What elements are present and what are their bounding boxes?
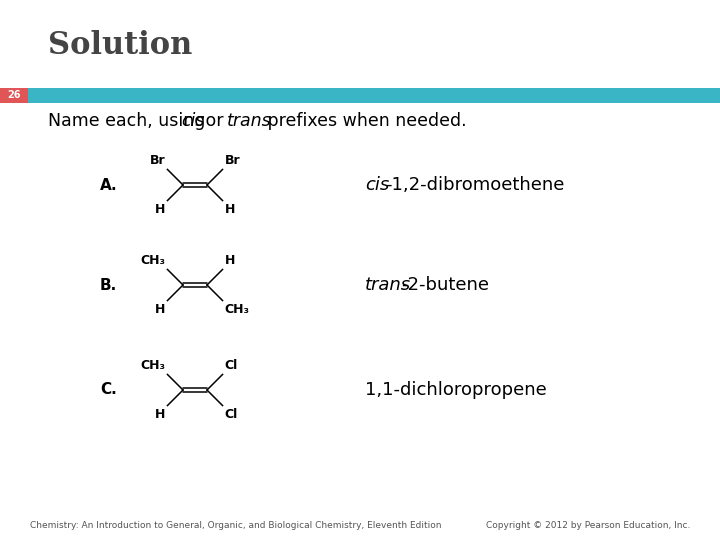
Text: or: or [200, 112, 229, 130]
Text: Copyright © 2012 by Pearson Education, Inc.: Copyright © 2012 by Pearson Education, I… [485, 521, 690, 530]
Text: prefixes when needed.: prefixes when needed. [262, 112, 467, 130]
Text: H: H [155, 302, 166, 315]
Text: Br: Br [225, 154, 240, 167]
Text: Solution: Solution [48, 30, 192, 61]
Text: Cl: Cl [225, 408, 238, 421]
Text: -1,2-dibromoethene: -1,2-dibromoethene [385, 176, 564, 194]
Text: CH₃: CH₃ [140, 360, 166, 373]
Text: H: H [155, 408, 166, 421]
Text: H: H [155, 202, 166, 215]
Text: C.: C. [100, 382, 117, 397]
Text: 26: 26 [7, 91, 21, 100]
Text: trans: trans [365, 276, 411, 294]
Text: CH₃: CH₃ [140, 254, 166, 267]
Text: H: H [225, 254, 235, 267]
Text: trans: trans [227, 112, 271, 130]
Text: cis: cis [365, 176, 390, 194]
Text: 1,1-dichloropropene: 1,1-dichloropropene [365, 381, 546, 399]
Text: cis: cis [181, 112, 204, 130]
Text: Name each, using: Name each, using [48, 112, 211, 130]
Text: A.: A. [100, 178, 117, 192]
Bar [0, 88, 28, 103]
Text: CH₃: CH₃ [225, 302, 250, 315]
Text: B.: B. [100, 278, 117, 293]
Text: -2-butene: -2-butene [401, 276, 489, 294]
Text: H: H [225, 202, 235, 215]
Text: Br: Br [150, 154, 166, 167]
Bar [0, 88, 720, 103]
Text: Cl: Cl [225, 360, 238, 373]
Text: Chemistry: An Introduction to General, Organic, and Biological Chemistry, Eleven: Chemistry: An Introduction to General, O… [30, 521, 441, 530]
